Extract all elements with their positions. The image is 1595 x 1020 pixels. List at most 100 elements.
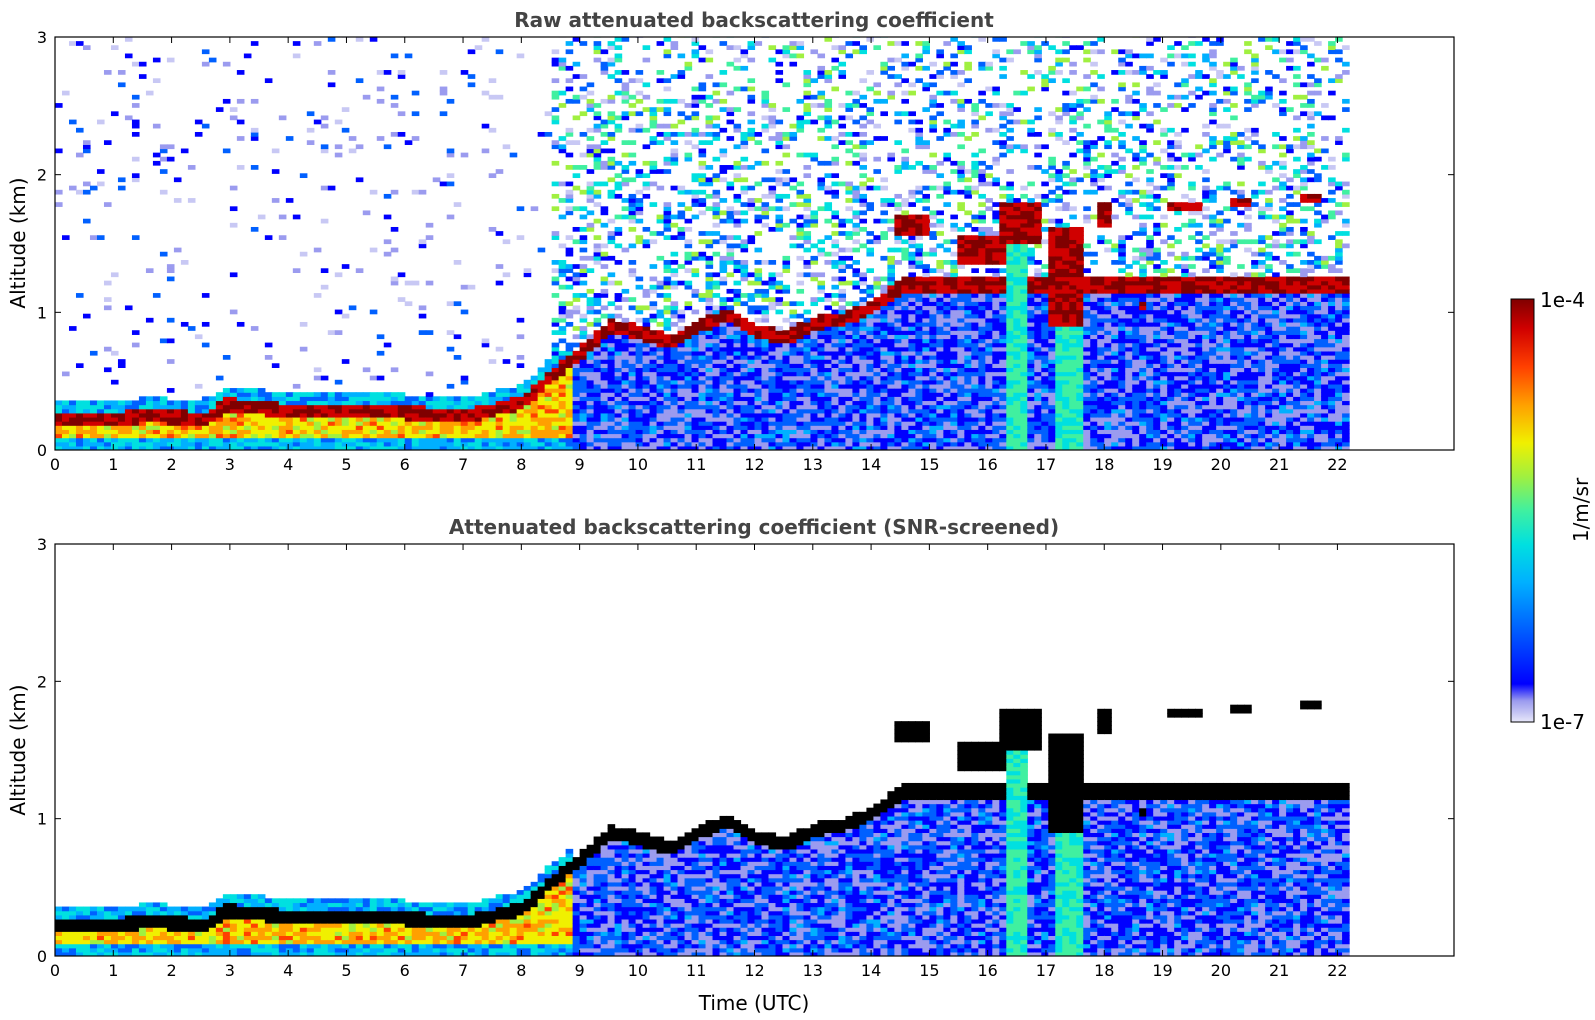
heatmap-cell [131,156,140,162]
heatmap-cell [985,326,993,331]
heatmap-cell [733,243,742,249]
heatmap-cell [817,367,826,373]
heatmap-cell [901,293,909,298]
heatmap-cell [691,268,700,274]
heatmap-cell [915,144,923,150]
heatmap-cell [810,326,819,331]
heatmap-cell [593,123,602,129]
heatmap-cell [355,412,364,418]
heatmap-cell [670,383,679,389]
heatmap-cell [964,321,972,327]
heatmap-cell [754,218,763,224]
heatmap-cell [579,330,588,335]
heatmap-cell [838,400,847,406]
heatmap-cell [768,404,777,410]
heatmap-cell [61,90,70,96]
heatmap-cell [831,396,840,402]
heatmap-cell [964,379,972,385]
heatmap-cell [257,425,266,430]
heatmap-cell [537,412,546,418]
heatmap-cell [726,375,735,381]
heatmap-cell [705,437,714,443]
heatmap-cell [824,437,833,443]
heatmap-cell [593,193,602,199]
heatmap-cell [880,338,888,344]
heatmap-cell [803,350,812,356]
heatmap-cell [656,371,665,377]
heatmap-cell [901,214,909,220]
heatmap-cell [663,400,672,406]
heatmap-cell [544,111,553,117]
heatmap-cell [551,433,560,439]
heatmap-cell [677,400,686,406]
heatmap-cell [355,425,364,430]
heatmap-cell [901,429,909,435]
heatmap-cell [831,383,840,389]
heatmap-cell [649,115,658,121]
heatmap-cell [894,169,902,174]
heatmap-cell [831,408,840,414]
heatmap-cell [978,445,986,450]
heatmap-cell [439,421,448,426]
heatmap-cell [467,49,476,55]
heatmap-cell [691,342,700,348]
heatmap-cell [257,396,266,402]
heatmap-cell [922,226,930,232]
heatmap-cell [894,392,902,397]
heatmap-cell [61,416,70,422]
heatmap-cell [761,388,770,393]
heatmap-cell [635,408,644,414]
heatmap-cell [894,111,902,117]
heatmap-cell [768,383,777,389]
heatmap-cell [61,437,70,443]
heatmap-cell [971,412,979,418]
heatmap-cell [789,235,798,240]
heatmap-cell [530,433,539,439]
heatmap-cell [894,342,902,348]
heatmap-cell [565,309,574,315]
heatmap-cell [614,408,623,414]
heatmap-cell [663,305,672,311]
heatmap-cell [957,251,965,257]
heatmap-cell [670,214,679,220]
heatmap-cell [824,103,833,108]
heatmap-cell [922,400,930,406]
heatmap-cell [698,404,707,410]
heatmap-cell [817,330,826,335]
heatmap-cell [747,165,756,170]
heatmap-cell [866,425,875,430]
heatmap-cell [565,359,574,364]
heatmap-cell [894,441,902,447]
heatmap-cell [558,359,567,364]
heatmap-cell [460,421,469,426]
heatmap-cell [621,437,630,443]
heatmap-cell [740,383,749,389]
heatmap-cell [831,367,840,373]
heatmap-cell [775,334,784,340]
heatmap-cell [320,416,329,422]
heatmap-cell [670,379,679,385]
heatmap-cell [894,330,902,335]
heatmap-cell [740,355,749,360]
heatmap-cell [992,305,1000,311]
heatmap-cell [600,367,609,373]
heatmap-cell [838,280,847,286]
heatmap-cell [173,433,182,439]
heatmap-cell [82,189,91,195]
heatmap-cell [740,330,749,335]
heatmap-cell [229,441,238,447]
heatmap-cell [642,326,651,331]
heatmap-cell [803,412,812,418]
heatmap-cell [516,421,525,426]
heatmap-cell [691,396,700,402]
heatmap-cell [740,338,749,344]
heatmap-cell [740,350,749,356]
heatmap-cell [964,334,972,340]
heatmap-cell [425,412,434,418]
heatmap-cell [817,321,826,327]
heatmap-cell [740,49,749,55]
heatmap-cell [908,309,916,315]
heatmap-cell [201,400,210,406]
heatmap-cell [754,367,763,373]
